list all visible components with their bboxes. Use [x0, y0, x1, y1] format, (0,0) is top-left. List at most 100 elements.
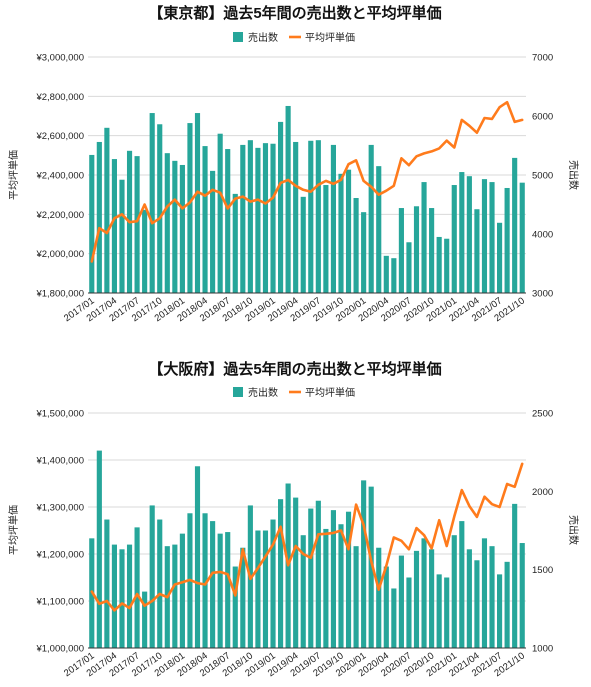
bar: [361, 480, 367, 648]
bar: [111, 544, 117, 648]
y-left-tick-label: ¥1,400,000: [35, 456, 84, 467]
bar: [172, 544, 178, 648]
bar: [323, 528, 329, 648]
legend: 売出数 平均坪単価: [233, 31, 355, 44]
bar: [413, 206, 420, 293]
bar: [278, 121, 284, 294]
bar: [330, 510, 336, 648]
bar: [474, 209, 480, 293]
bar: [293, 141, 299, 293]
bar: [232, 193, 238, 293]
bar: [436, 574, 442, 648]
y-right-tick-label: 3000: [532, 289, 553, 300]
bar: [202, 146, 208, 293]
y-left-tick-label: ¥1,200,000: [35, 550, 84, 561]
y-right-tick-label: 2500: [532, 409, 553, 420]
bar: [187, 123, 193, 293]
y-right-tick-label: 7000: [532, 53, 553, 64]
bar: [376, 166, 382, 293]
bar: [497, 222, 503, 293]
bar: [481, 538, 488, 648]
bar: [210, 521, 216, 648]
bar: [497, 574, 503, 648]
bar: [315, 500, 321, 648]
legend-bar-label: 売出数: [248, 31, 278, 44]
bar: [194, 466, 201, 648]
y-left-tick-label: ¥1,500,000: [35, 409, 84, 420]
bar: [345, 511, 352, 648]
y-right-tick-label: 1000: [532, 644, 553, 655]
bar: [376, 547, 382, 648]
bar: [202, 513, 208, 648]
bar: [240, 144, 246, 293]
y-right-axis-title: 売出数: [567, 515, 580, 545]
bar: [474, 560, 480, 648]
bar: [278, 499, 284, 648]
bar: [270, 519, 276, 648]
y-left-axis-title: 平均坪単価: [7, 505, 20, 555]
bar: [391, 588, 397, 648]
y-right-tick-label: 2000: [532, 487, 553, 498]
bar: [217, 133, 223, 293]
bar: [459, 172, 465, 293]
bar: [255, 147, 261, 293]
bar: [338, 524, 344, 648]
bar: [179, 533, 185, 648]
y-left-tick-label: ¥1,300,000: [35, 503, 84, 514]
bar: [210, 170, 216, 293]
bar: [323, 185, 329, 293]
bar: [315, 140, 321, 293]
bar: [172, 160, 178, 293]
bar: [157, 519, 163, 648]
y-left-tick-label: ¥1,800,000: [35, 289, 84, 300]
bar: [383, 566, 389, 648]
y-left-tick-label: ¥2,200,000: [35, 210, 84, 221]
bar: [512, 503, 518, 648]
bar: [126, 544, 133, 648]
y-left-tick-label: ¥3,000,000: [35, 53, 84, 64]
legend-bar-swatch: [233, 32, 243, 42]
bar: [270, 143, 276, 293]
bar: [179, 164, 185, 293]
bar: [421, 538, 427, 648]
bar: [330, 144, 336, 293]
bar: [398, 555, 404, 648]
y-right-tick-label: 6000: [532, 112, 553, 123]
bar: [285, 105, 291, 293]
bar: [96, 141, 102, 293]
bar: [134, 527, 140, 648]
bar: [444, 238, 450, 293]
bar: [451, 535, 457, 648]
bar: [247, 140, 253, 293]
bar: [134, 156, 140, 293]
bar: [308, 508, 314, 648]
y-left-tick-label: ¥1,100,000: [35, 597, 84, 608]
bar: [383, 255, 389, 293]
bar: [519, 182, 525, 293]
bar: [232, 566, 238, 648]
bar: [444, 577, 450, 648]
bar: [225, 532, 231, 648]
line-series: [90, 462, 524, 612]
bar: [504, 561, 510, 648]
bar: [262, 530, 269, 648]
bar: [149, 505, 155, 648]
bar: [391, 258, 397, 293]
bar: [255, 530, 261, 648]
y-left-tick-label: ¥1,000,000: [35, 644, 84, 655]
bar: [293, 497, 299, 648]
bar: [489, 546, 495, 648]
bar: [368, 486, 374, 648]
price-line: [90, 100, 524, 263]
bar: [164, 153, 170, 293]
bar: [451, 185, 457, 293]
bar: [119, 549, 125, 648]
bar: [504, 187, 510, 293]
bar: [413, 550, 420, 648]
bar: [421, 182, 427, 293]
bar: [353, 546, 359, 648]
y-right-tick-label: 5000: [532, 171, 553, 182]
y-right-tick-label: 4000: [532, 230, 553, 241]
bar-series: [89, 105, 525, 294]
bar: [353, 198, 359, 293]
